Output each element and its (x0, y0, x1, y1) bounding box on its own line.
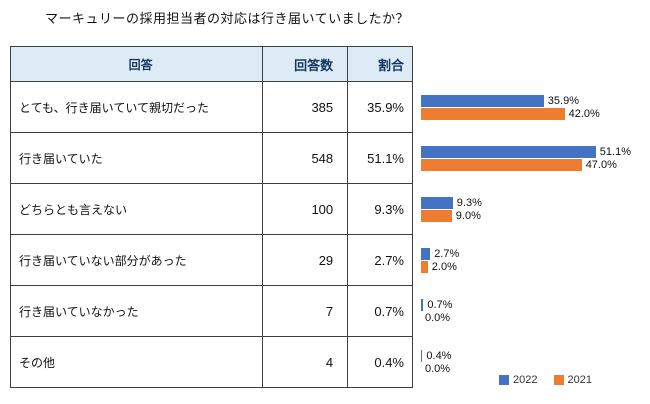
answer-cell: 行き届いていない部分があった (11, 235, 264, 286)
bar-2022 (421, 299, 424, 311)
count-cell: 548 (263, 133, 349, 184)
legend-label-2021: 2021 (567, 374, 592, 386)
bar-group: 0.4% 0.0% (413, 337, 642, 388)
table-row: どちらとも言えない 100 9.3% 9.3% 9.0% (10, 184, 642, 235)
bar-2021 (421, 108, 565, 120)
legend-label-2022: 2022 (513, 374, 538, 386)
bar-label-2021: 47.0% (585, 159, 617, 171)
bar-label-2021: 0.0% (425, 312, 451, 324)
answer-cell: とても、行き届いていて親切だった (11, 82, 264, 133)
bar-label-2022: 2.7% (434, 248, 460, 260)
percent-cell: 51.1% (348, 133, 413, 184)
count-cell: 385 (263, 82, 349, 133)
answer-cell: 行き届いていた (11, 133, 264, 184)
bar-2022 (421, 146, 596, 158)
bar-label-2021: 42.0% (568, 108, 600, 120)
chart-header-spacer (413, 46, 642, 82)
bar-label-2022: 0.7% (427, 299, 453, 311)
header-count: 回答数 (263, 46, 349, 82)
bar-label-2022: 35.9% (547, 95, 579, 107)
answer-cell: その他 (11, 337, 264, 388)
table-row: 行き届いていない部分があった 29 2.7% 2.7% 2.0% (10, 235, 642, 286)
count-cell: 4 (263, 337, 349, 388)
percent-cell: 0.7% (348, 286, 413, 337)
bar-2022 (421, 350, 423, 362)
bar-label-2021: 0.0% (425, 363, 451, 375)
percent-cell: 35.9% (348, 82, 413, 133)
bar-2022 (421, 248, 431, 260)
bar-2021 (421, 159, 582, 171)
legend-item-2021: 2021 (553, 374, 592, 386)
bar-group: 51.1% 47.0% (413, 133, 642, 184)
legend-swatch-2021 (553, 375, 564, 385)
table-row: 行き届いていた 548 51.1% 51.1% 47.0% (10, 133, 642, 184)
count-cell: 29 (263, 235, 349, 286)
legend-item-2022: 2022 (499, 374, 538, 386)
table-row: とても、行き届いていて親切だった 385 35.9% 35.9% 42.0% (10, 82, 642, 133)
bar-label-2022: 0.4% (426, 350, 452, 362)
bar-2022 (421, 95, 544, 107)
percent-cell: 9.3% (348, 184, 413, 235)
chart-title: マーキュリーの採用担当者の対応は行き届いていましたか？ (45, 11, 410, 26)
bar-group: 9.3% 9.0% (413, 184, 642, 235)
table-row: その他 4 0.4% 0.4% 0.0% (10, 337, 642, 388)
table-header-row: 回答 回答数 割合 (10, 46, 642, 82)
bar-group: 0.7% 0.0% (413, 286, 642, 337)
chart-legend: 2022 2021 (499, 374, 592, 386)
bar-label-2021: 9.0% (455, 210, 481, 222)
bar-2021 (421, 210, 452, 222)
count-cell: 100 (263, 184, 349, 235)
percent-cell: 2.7% (348, 235, 413, 286)
bar-label-2022: 9.3% (456, 197, 482, 209)
table-and-bars: 回答 回答数 割合 とても、行き届いていて親切だった 385 35.9% 35.… (10, 46, 642, 388)
header-answer: 回答 (11, 46, 264, 82)
count-cell: 7 (263, 286, 349, 337)
bar-group: 35.9% 42.0% (413, 82, 642, 133)
bar-label-2022: 51.1% (599, 146, 631, 158)
table-row: 行き届いていなかった 7 0.7% 0.7% 0.0% (10, 286, 642, 337)
bar-2021 (421, 261, 428, 273)
bar-2022 (421, 197, 453, 209)
bar-label-2021: 2.0% (431, 261, 457, 273)
bar-group: 2.7% 2.0% (413, 235, 642, 286)
percent-cell: 0.4% (348, 337, 413, 388)
header-percent: 割合 (348, 46, 413, 82)
answer-cell: 行き届いていなかった (11, 286, 264, 337)
legend-swatch-2022 (499, 375, 510, 385)
answer-cell: どちらとも言えない (11, 184, 264, 235)
